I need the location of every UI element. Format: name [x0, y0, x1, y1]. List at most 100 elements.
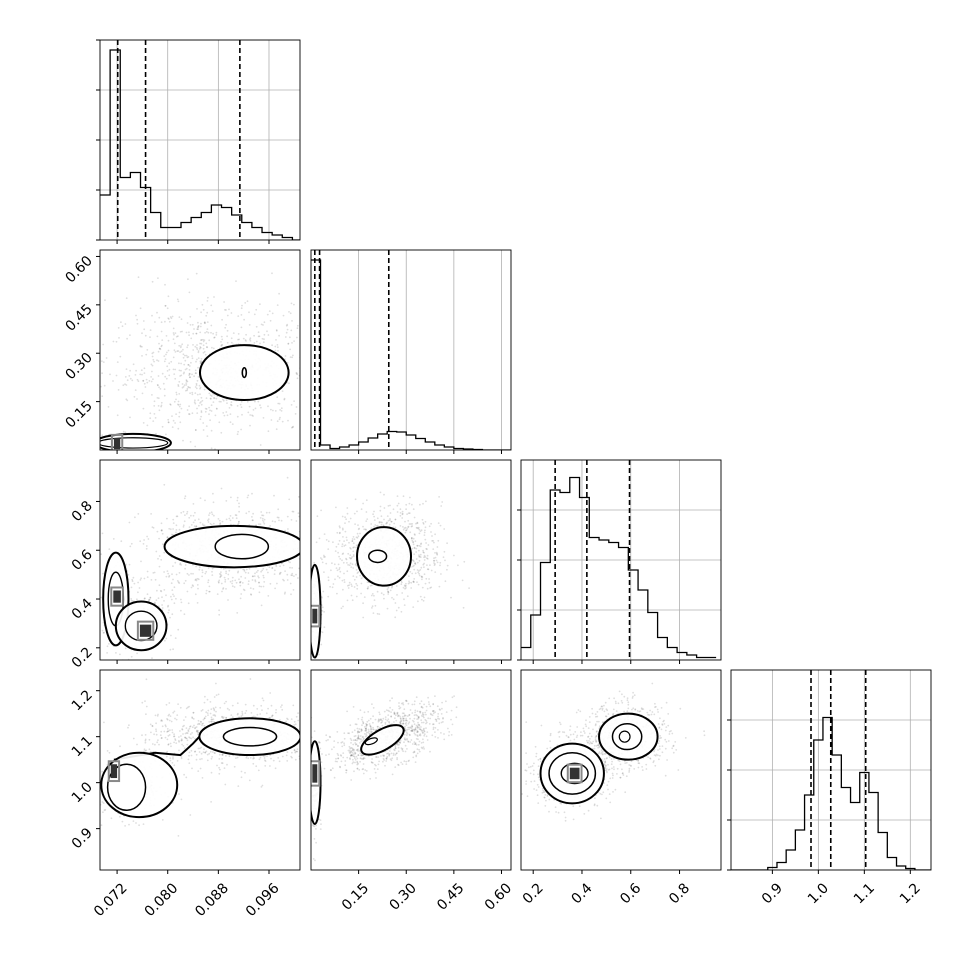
sample-point	[181, 383, 184, 385]
sample-point	[187, 730, 190, 733]
sample-point	[196, 358, 198, 361]
sample-point	[160, 558, 163, 561]
sample-point	[189, 386, 192, 389]
sample-point	[221, 590, 223, 593]
sample-point	[285, 331, 288, 334]
sample-point	[262, 576, 265, 579]
sample-point	[247, 494, 250, 497]
sample-point	[435, 559, 438, 562]
sample-point	[395, 609, 398, 612]
sample-point	[182, 526, 185, 528]
sample-point	[195, 726, 198, 728]
sample-point	[225, 309, 227, 311]
sample-point	[298, 496, 300, 498]
sample-point	[427, 544, 430, 546]
sample-point	[293, 749, 296, 751]
sample-point	[179, 346, 182, 349]
sample-point	[159, 347, 161, 350]
sample-point	[338, 362, 340, 364]
sample-point	[316, 348, 318, 350]
sample-point	[192, 585, 195, 587]
sample-point	[335, 506, 337, 509]
sample-point	[308, 596, 310, 598]
sample-point	[168, 527, 171, 530]
sample-point	[141, 332, 143, 335]
sample-point	[95, 809, 97, 811]
sample-point	[405, 529, 407, 532]
sample-point	[141, 373, 143, 376]
sample-point	[373, 510, 375, 513]
sample-point	[188, 516, 191, 519]
sample-point	[348, 359, 350, 361]
sample-point	[342, 536, 344, 538]
sample-point	[322, 542, 324, 544]
sample-point	[356, 532, 359, 535]
sample-point	[248, 567, 251, 570]
sample-point	[208, 413, 210, 416]
sample-point	[268, 310, 271, 312]
sample-point	[174, 332, 177, 334]
sample-point	[274, 767, 277, 770]
sample-point	[160, 529, 163, 532]
sample-point	[263, 522, 266, 525]
sample-point	[418, 572, 420, 575]
sample-point	[420, 543, 422, 546]
sample-point	[178, 380, 181, 383]
sample-point	[424, 582, 427, 585]
sample-point	[172, 356, 175, 359]
sample-point	[408, 523, 411, 525]
sample-point	[161, 596, 163, 599]
sample-point	[446, 564, 449, 567]
panel-content	[521, 460, 721, 660]
sample-point	[284, 336, 287, 338]
sample-point	[173, 349, 176, 352]
sample-point	[173, 373, 176, 375]
sample-point	[425, 577, 428, 580]
sample-point	[213, 397, 216, 399]
sample-point	[279, 571, 282, 574]
sample-point	[183, 371, 186, 374]
sample-point	[159, 388, 162, 390]
sample-point	[371, 593, 374, 595]
sample-point	[151, 364, 154, 367]
sample-point	[251, 492, 253, 495]
sample-point	[93, 435, 95, 437]
sample-point	[402, 526, 404, 528]
sample-point	[228, 308, 230, 311]
sample-point	[355, 544, 358, 547]
sample-point	[168, 318, 170, 320]
sample-point	[178, 793, 180, 795]
sample-point	[290, 574, 293, 576]
sample-point	[151, 352, 154, 355]
sample-point	[201, 723, 204, 725]
sample-point	[393, 522, 396, 525]
sample-point	[176, 298, 179, 301]
sample-point	[308, 366, 310, 368]
sample-point	[301, 367, 303, 369]
sample-point	[315, 541, 318, 544]
sample-point	[341, 553, 344, 555]
sample-point	[344, 724, 346, 726]
sample-point	[252, 762, 255, 765]
sample-point	[326, 377, 328, 379]
sample-point	[323, 332, 325, 334]
sample-point	[275, 339, 277, 341]
sample-point	[226, 314, 229, 317]
sample-point	[294, 750, 297, 753]
sample-point	[204, 499, 206, 502]
sample-point	[261, 517, 264, 520]
sample-point	[356, 587, 359, 590]
sample-point	[235, 581, 238, 584]
sample-point	[444, 580, 447, 583]
sample-point	[303, 762, 305, 764]
sample-point	[161, 344, 163, 347]
sample-point	[210, 331, 212, 334]
sample-point	[201, 724, 203, 727]
sample-point	[423, 566, 425, 568]
sample-point	[226, 329, 229, 332]
sample-point	[323, 611, 325, 613]
sample-point	[126, 451, 128, 453]
sample-point	[468, 587, 470, 589]
sample-point	[165, 594, 167, 597]
sample-point	[291, 751, 293, 754]
